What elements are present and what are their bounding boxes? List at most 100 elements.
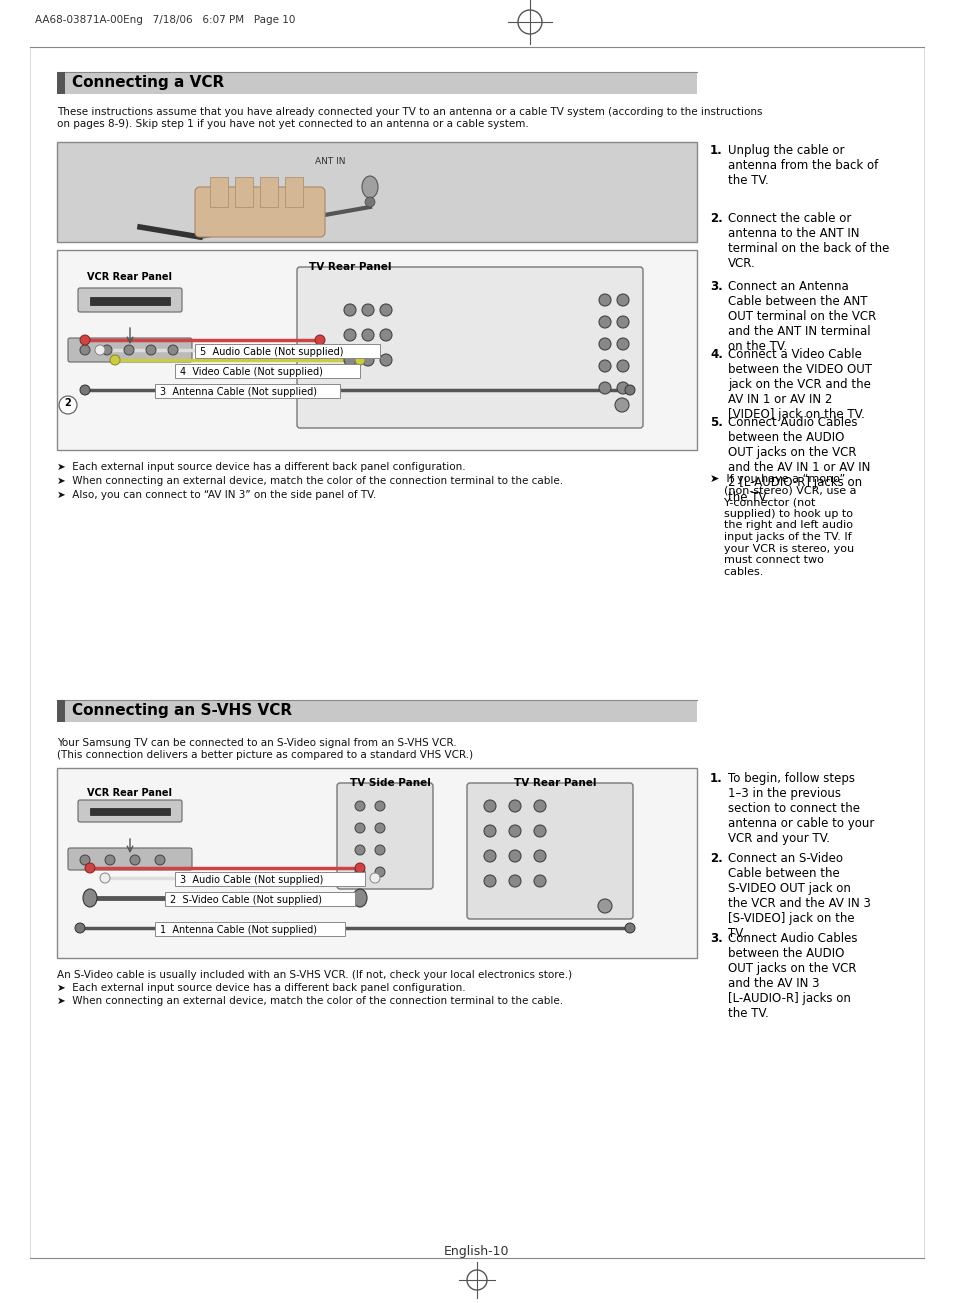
Circle shape [375, 801, 385, 810]
Circle shape [146, 345, 156, 354]
Circle shape [534, 876, 545, 887]
Circle shape [624, 384, 635, 395]
Circle shape [355, 354, 365, 365]
Circle shape [361, 354, 374, 366]
Bar [260, 177, 277, 207]
Circle shape [534, 825, 545, 837]
Circle shape [509, 850, 520, 863]
Text: Connect Audio Cables
between the AUDIO
OUT jacks on the VCR
and the AV IN 3
[L-A: Connect Audio Cables between the AUDIO O… [727, 932, 857, 1020]
Text: TV Rear Panel: TV Rear Panel [514, 778, 596, 788]
Circle shape [365, 197, 375, 207]
Text: 3  Audio Cable (Not supplied): 3 Audio Cable (Not supplied) [180, 876, 323, 885]
Circle shape [598, 317, 610, 328]
Circle shape [598, 360, 610, 371]
Text: To begin, follow steps
1–3 in the previous
section to connect the
antenna or cab: To begin, follow steps 1–3 in the previo… [727, 771, 874, 846]
Bar [57, 700, 65, 722]
Circle shape [483, 800, 496, 812]
Text: ➤  Each external input source device has a different back panel configuration.: ➤ Each external input source device has … [57, 463, 465, 472]
Bar [57, 250, 697, 450]
Text: 4.: 4. [709, 348, 722, 361]
Circle shape [80, 345, 90, 354]
Text: ➤  Each external input source device has a different back panel configuration.: ➤ Each external input source device has … [57, 982, 465, 993]
Circle shape [617, 294, 628, 306]
Bar [234, 177, 253, 207]
Circle shape [355, 863, 365, 873]
Text: TV Side Panel: TV Side Panel [349, 778, 430, 788]
Bar [154, 923, 345, 936]
Text: 2.: 2. [709, 852, 722, 865]
Text: VCR Rear Panel: VCR Rear Panel [88, 272, 172, 281]
Circle shape [617, 360, 628, 371]
Text: Your Samsung TV can be connected to an S-Video signal from an S-VHS VCR.
(This c: Your Samsung TV can be connected to an S… [57, 737, 473, 760]
Text: ➤  Also, you can connect to “AV IN 3” on the side panel of TV.: ➤ Also, you can connect to “AV IN 3” on … [57, 490, 375, 500]
Bar [285, 177, 303, 207]
Circle shape [617, 337, 628, 351]
Circle shape [344, 328, 355, 341]
Circle shape [534, 850, 545, 863]
Circle shape [59, 396, 77, 414]
Bar [57, 72, 65, 94]
Text: 4  Video Cable (Not supplied): 4 Video Cable (Not supplied) [180, 367, 322, 377]
Circle shape [615, 397, 628, 412]
Circle shape [483, 825, 496, 837]
Text: Unplug the cable or
antenna from the back of
the TV.: Unplug the cable or antenna from the bac… [727, 145, 878, 188]
Text: 2: 2 [65, 397, 71, 408]
Circle shape [154, 855, 165, 865]
Circle shape [344, 354, 355, 366]
Ellipse shape [361, 176, 377, 198]
Circle shape [80, 384, 90, 395]
FancyBboxPatch shape [194, 188, 325, 237]
Circle shape [102, 345, 112, 354]
Circle shape [80, 335, 90, 345]
Text: Connecting a VCR: Connecting a VCR [71, 76, 224, 90]
FancyBboxPatch shape [336, 783, 433, 889]
Circle shape [85, 863, 95, 873]
Bar [90, 297, 170, 305]
Bar [57, 767, 697, 958]
Circle shape [124, 345, 133, 354]
Circle shape [105, 855, 115, 865]
Text: Connecting an S-VHS VCR: Connecting an S-VHS VCR [71, 704, 292, 718]
Text: TV Rear Panel: TV Rear Panel [309, 262, 391, 272]
Bar [57, 142, 697, 242]
Circle shape [370, 873, 379, 883]
Text: Connect an S-Video
Cable between the
S-VIDEO OUT jack on
the VCR and the AV IN 3: Connect an S-Video Cable between the S-V… [727, 852, 870, 939]
Text: These instructions assume that you have already connected your TV to an antenna : These instructions assume that you have … [57, 107, 761, 129]
Circle shape [375, 866, 385, 877]
Circle shape [375, 823, 385, 833]
Text: ➤  When connecting an external device, match the color of the connection termina: ➤ When connecting an external device, ma… [57, 995, 562, 1006]
Circle shape [617, 317, 628, 328]
FancyBboxPatch shape [68, 337, 192, 362]
Circle shape [335, 345, 345, 354]
Text: ANT IN: ANT IN [314, 156, 345, 165]
Text: AA68-03871A-00Eng   7/18/06   6:07 PM   Page 10: AA68-03871A-00Eng 7/18/06 6:07 PM Page 1… [35, 16, 295, 25]
Text: 3  Antenna Cable (Not supplied): 3 Antenna Cable (Not supplied) [160, 387, 316, 397]
Bar [210, 177, 228, 207]
Text: ➤  When connecting an external device, match the color of the connection termina: ➤ When connecting an external device, ma… [57, 476, 562, 486]
Ellipse shape [353, 889, 367, 907]
Circle shape [344, 304, 355, 317]
Circle shape [355, 801, 365, 810]
Circle shape [509, 825, 520, 837]
Circle shape [110, 354, 120, 365]
Bar [90, 808, 170, 814]
Circle shape [379, 304, 392, 317]
Circle shape [355, 846, 365, 855]
Circle shape [375, 846, 385, 855]
Text: An S-Video cable is usually included with an S-VHS VCR. (If not, check your loca: An S-Video cable is usually included wit… [57, 969, 572, 980]
Text: ➤  If you have a “mono”
    (non-stereo) VCR, use a
    Y-connector (not
    sup: ➤ If you have a “mono” (non-stereo) VCR,… [709, 474, 856, 577]
Text: 1  Antenna Cable (Not supplied): 1 Antenna Cable (Not supplied) [160, 925, 316, 936]
FancyBboxPatch shape [296, 267, 642, 427]
Text: 5  Audio Cable (Not supplied): 5 Audio Cable (Not supplied) [200, 347, 343, 357]
Circle shape [355, 823, 365, 833]
Text: 2  S-Video Cable (Not supplied): 2 S-Video Cable (Not supplied) [170, 895, 322, 906]
Circle shape [483, 876, 496, 887]
Circle shape [617, 382, 628, 394]
Circle shape [509, 876, 520, 887]
Text: VCR Rear Panel: VCR Rear Panel [88, 788, 172, 797]
Text: Connect the cable or
antenna to the ANT IN
terminal on the back of the
VCR.: Connect the cable or antenna to the ANT … [727, 212, 888, 270]
FancyBboxPatch shape [68, 848, 192, 870]
Circle shape [624, 923, 635, 933]
Text: Connect Audio Cables
between the AUDIO
OUT jacks on the VCR
and the AV IN 1 or A: Connect Audio Cables between the AUDIO O… [727, 416, 869, 504]
Circle shape [80, 855, 90, 865]
